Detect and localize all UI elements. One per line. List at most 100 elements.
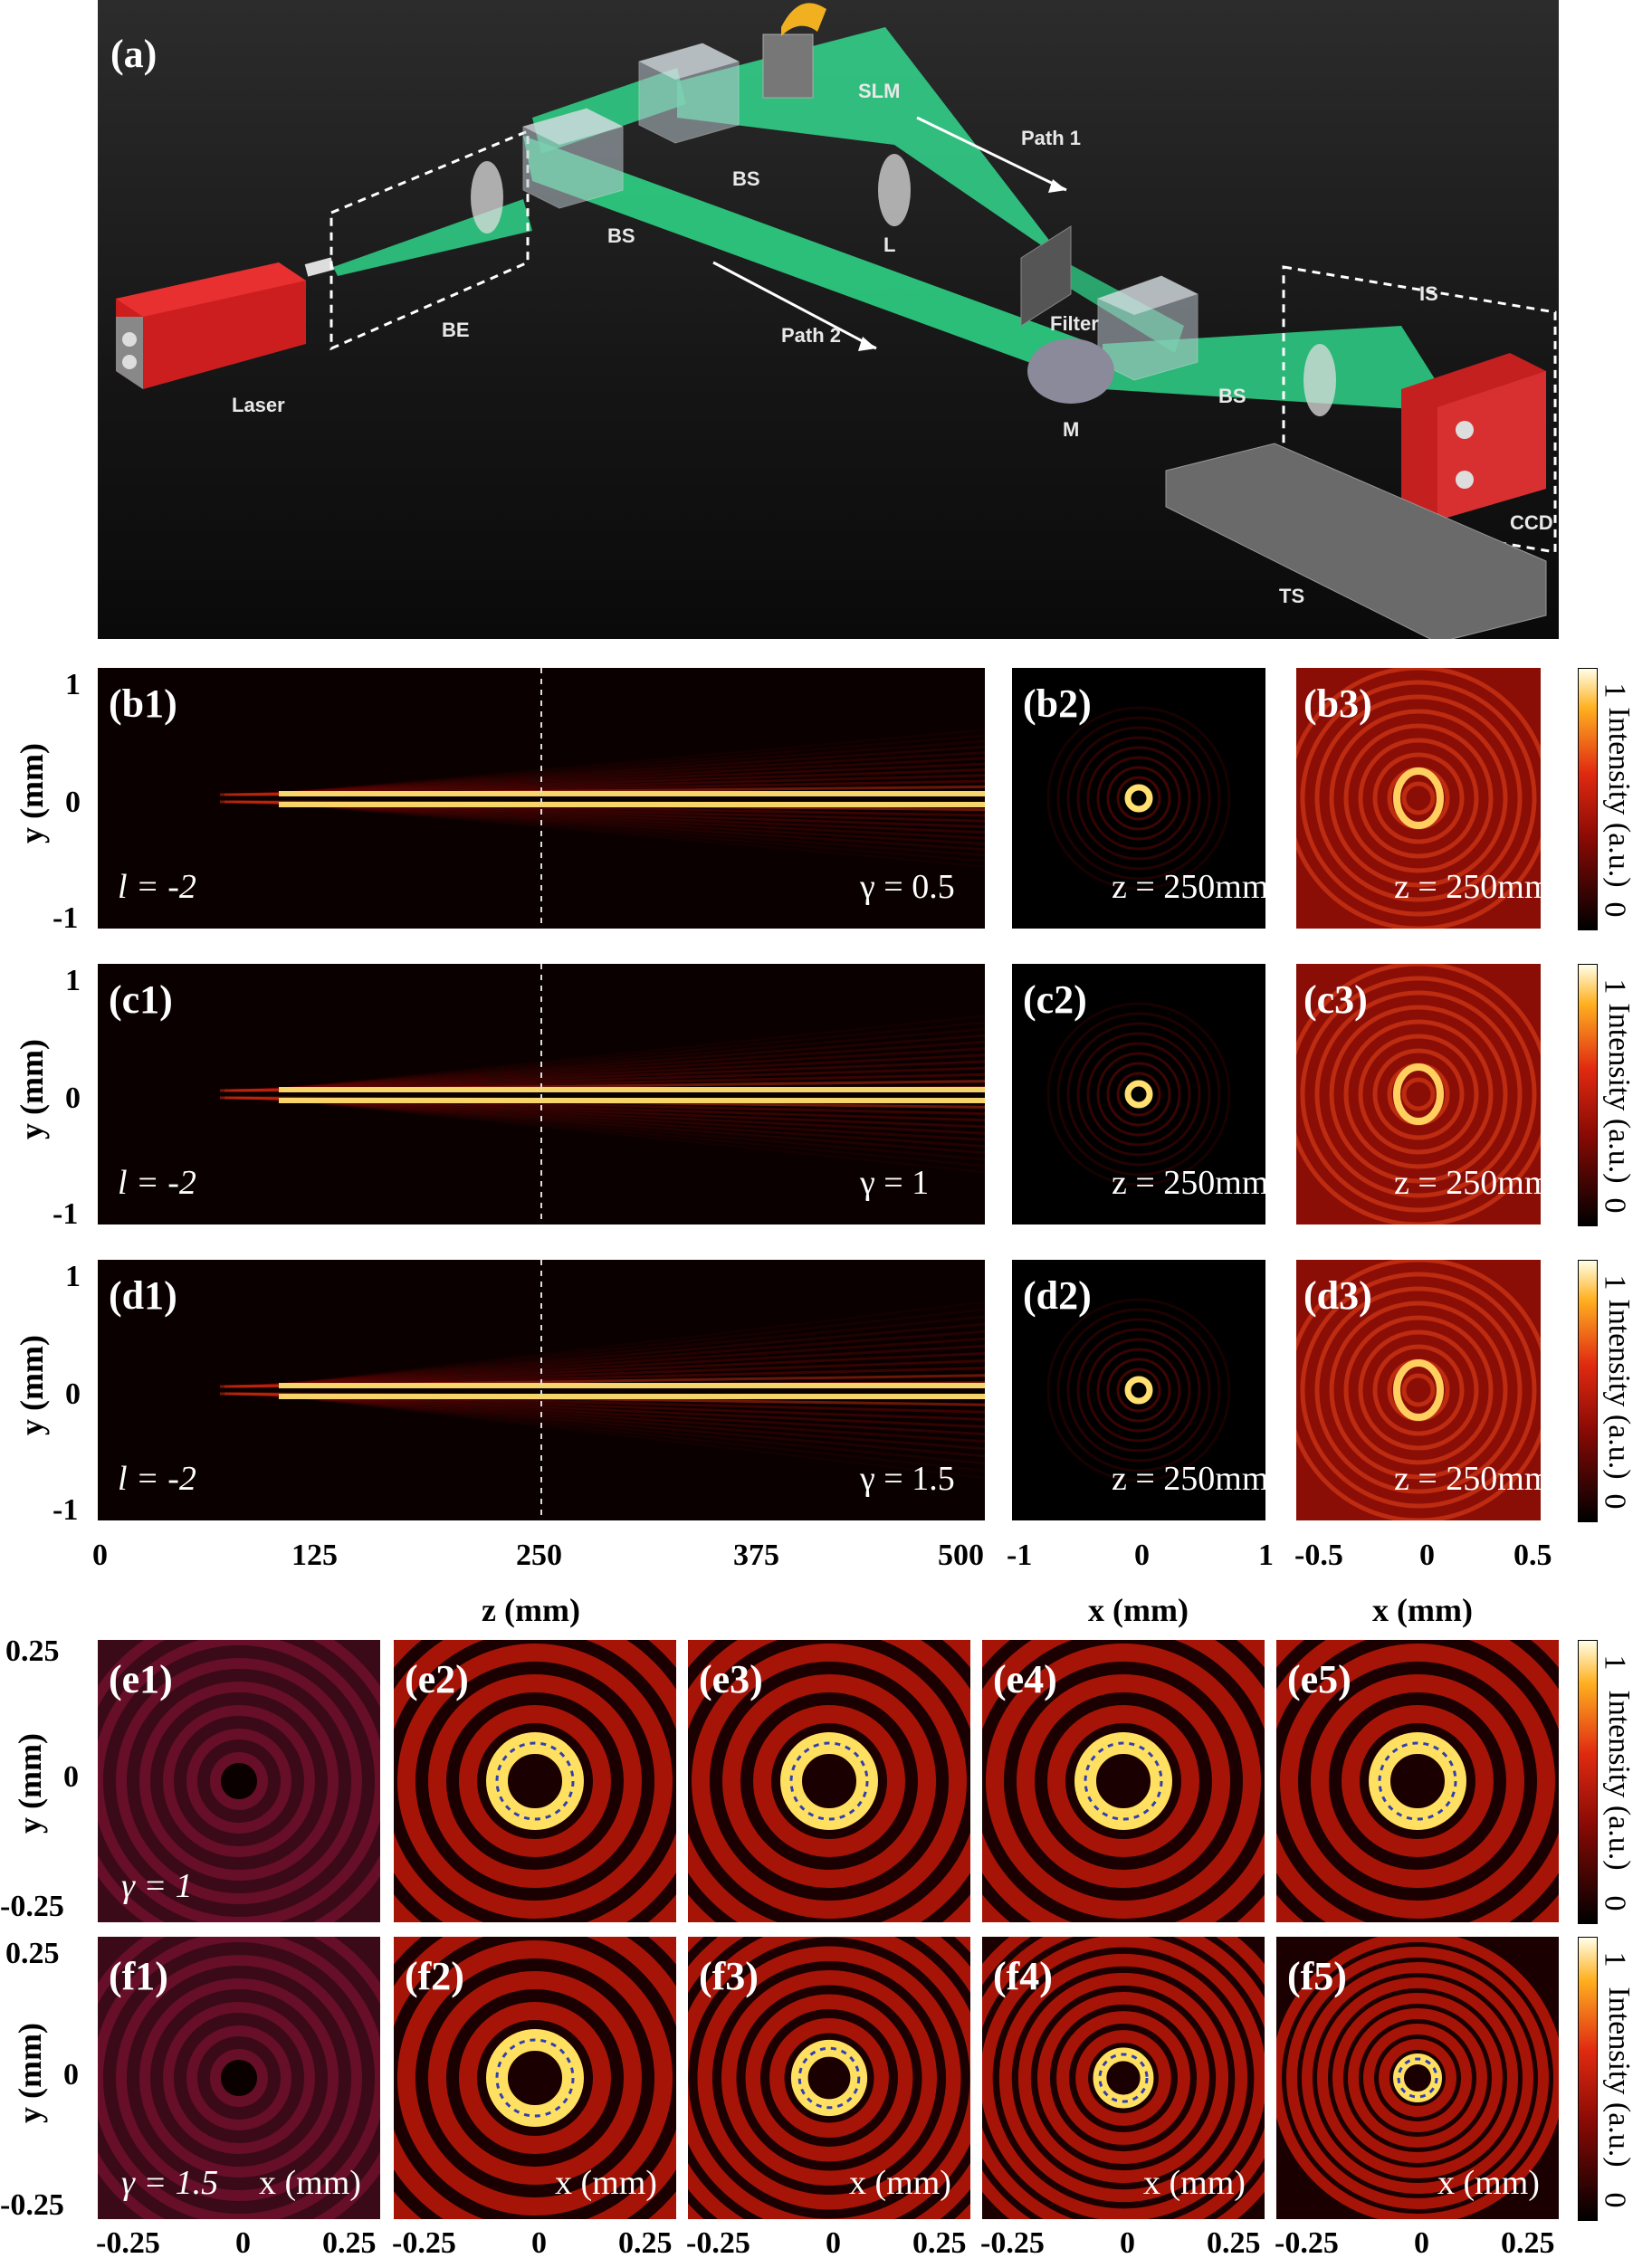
energy-flow-arrows [1098,2053,1149,2103]
map-side-lobe [242,1344,985,1436]
b1-l-text: l = -2 [118,868,196,906]
path2-label: Path 2 [781,324,842,347]
b1-propagation-map [98,668,985,929]
bs3-cube [1097,275,1198,381]
colorbar-max: 1 [1598,682,1632,699]
colorbar-label: Intensity (a.u.) [1602,1987,1636,2168]
ring-x-tick: 0.25 [1207,2226,1261,2260]
colorbar-label: Intensity (a.u.) [1602,707,1636,888]
colorbar-gradient [1578,1640,1598,1924]
b1-y-tick: 0 [65,786,81,819]
ring-pattern [1348,2008,1487,2148]
map-side-lobe [255,1322,985,1458]
f5-label: (f5) [1287,1954,1347,1998]
ring-pattern [186,2025,291,2130]
ring-pattern [139,1978,339,2177]
ring-x-tick: 0 [235,2226,251,2260]
ring-pattern [1280,1644,1555,1919]
ring-x-tick: 0.25 [322,2226,377,2260]
ring-x-tick: -0.25 [392,2226,456,2260]
colorbar-gradient [1578,1937,1598,2221]
ring-pattern [692,1644,967,1919]
ring-pattern [1342,1705,1494,1857]
f-x-axis-text: x (mm) [1143,2164,1246,2202]
colorbar-max: 1 [1598,1951,1632,1968]
focal-ring [1076,1328,1201,1453]
ring-pattern [459,2002,611,2154]
bs3-label: BS [1218,385,1246,407]
focal-ring [1076,736,1201,861]
ring-pattern [210,2049,268,2107]
ring-pattern [697,1946,961,2210]
b1-y-tick: -1 [53,901,79,935]
is-lens [1303,344,1336,416]
colorbar-max: 1 [1598,1274,1632,1291]
f5-ring-panel [1276,1937,1559,2219]
b1-gamma-text: γ = 0.5 [860,868,955,906]
d1-map-svg [219,1260,985,1520]
map-side-lobe [246,1337,985,1444]
ring-x-tick: -0.25 [686,2226,750,2260]
ring-pattern [1036,1991,1210,2165]
map-side-lobe [264,734,985,862]
b1-label: (b1) [109,681,177,726]
ring-pattern [1302,1962,1533,2194]
focal-ring [1056,716,1221,881]
speckle-ring [1329,709,1508,888]
map-side-lobe [255,1034,985,1155]
ring-pattern [769,2018,889,2138]
focal-ring [1116,1072,1161,1117]
laser-label: Laser [232,394,285,416]
focal-ring [1046,706,1231,891]
ring-x-tick: 0 [1414,2226,1429,2260]
e2-ring-panel [394,1640,676,1922]
c1-map-svg [219,964,985,1225]
focal-ring [1086,1042,1191,1147]
c2-focal-spot [1012,964,1265,1225]
c1-gamma-text: γ = 1 [860,1164,930,1202]
x3-axis-title: x (mm) [1372,1592,1473,1628]
focal-ring [1116,776,1161,821]
b2-focal-spot [1012,668,1265,929]
map-side-lobe [260,1027,985,1161]
focal-ring [1106,1358,1171,1423]
f-x-axis-text: x (mm) [555,2164,657,2202]
speckle-ring [1358,1034,1479,1155]
ring-center-dark [221,1763,257,1799]
map-side-lobe [264,1308,985,1472]
x2-tick-neg1: -1 [1007,1539,1033,1572]
b3-z-text: z = 250mm [1394,868,1552,906]
z-tick-375: 375 [733,1539,779,1572]
b1-y-tick: 1 [65,668,81,701]
b3-label: (b3) [1303,681,1372,726]
map-side-lobe [251,751,985,845]
speckle-ring [1372,1048,1465,1140]
ring-pattern [753,1705,905,1857]
f-y-tick-neg025: -0.25 [0,2188,64,2222]
colorbar-min: 0 [1598,901,1632,918]
c1-propagation-map [98,964,985,1225]
ccd-label: CCD [1510,511,1553,534]
f-y-axis-title: y (mm) [12,2023,48,2123]
f2-ring-panel [394,1937,676,2219]
c1-y-tick: 0 [65,1082,81,1115]
f-y-tick-0: 0 [63,2058,79,2092]
ring-pattern [982,1937,1265,2219]
focal-ring [1056,1012,1221,1177]
be-lens [471,161,503,233]
ring-pattern [397,1940,673,2216]
energy-flow-arrows [1397,2057,1438,2099]
d3-z-text: z = 250mm [1394,1460,1552,1498]
ring-center-dark [221,2060,257,2096]
e1-ring-panel [98,1640,380,1922]
filter-label: Filter [1050,312,1099,335]
f4-ring-panel [982,1937,1265,2219]
measured-core-ring [1393,1063,1444,1125]
ring-pattern [163,1705,315,1857]
map-side-lobe [269,1301,985,1480]
colorbar-label: Intensity (a.u.) [1602,1299,1636,1480]
focal-ring [1096,1348,1181,1433]
ring-x-tick: 0.25 [912,2226,967,2260]
ring-pattern [397,1644,673,1919]
f1-label: (f1) [109,1954,168,1998]
